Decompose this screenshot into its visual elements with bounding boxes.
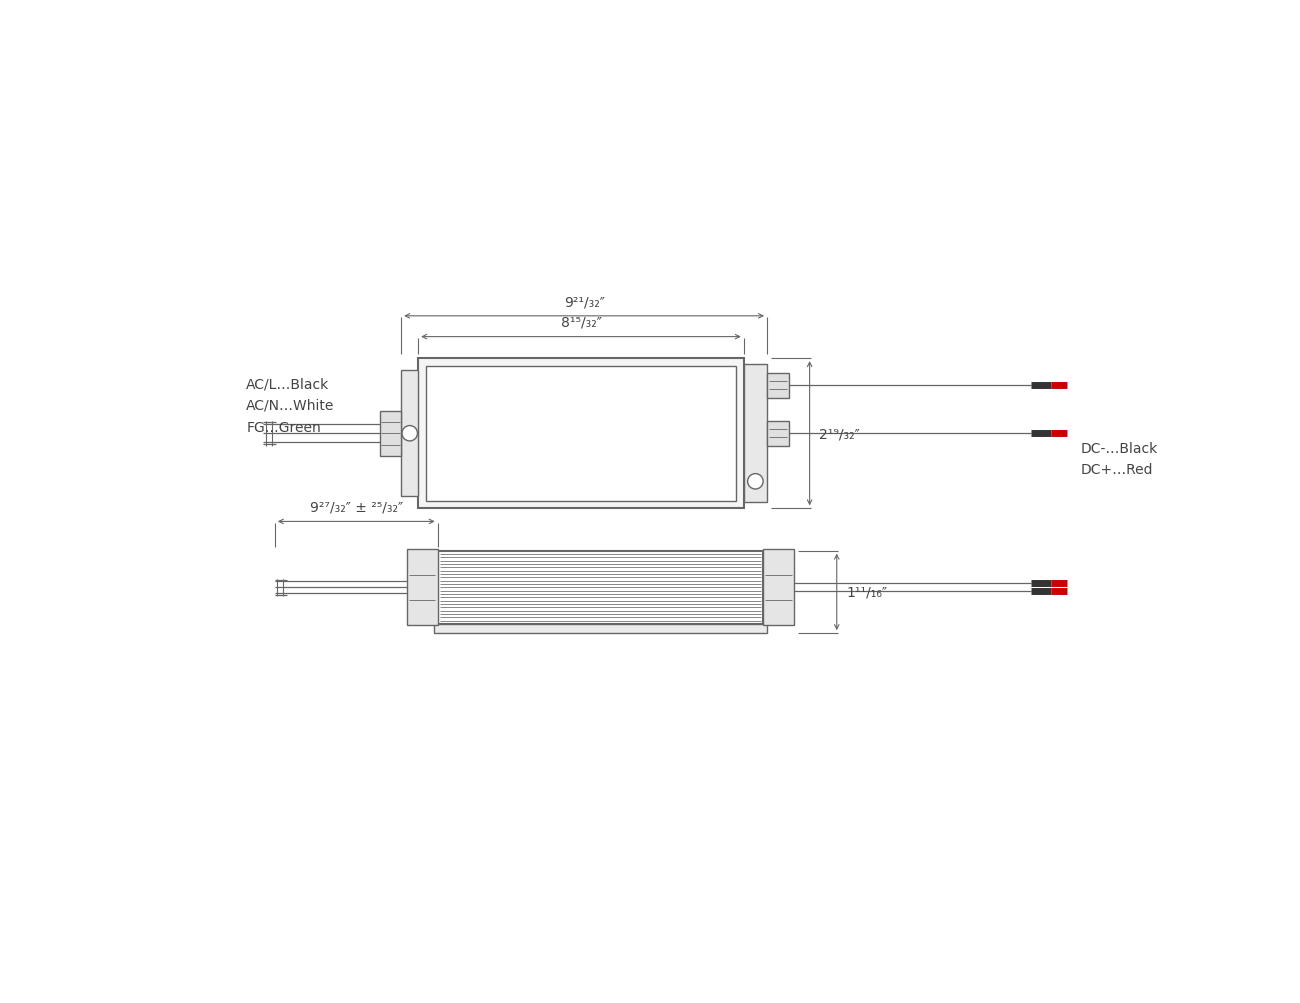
- Bar: [402, 371, 419, 496]
- Text: 8¹⁵/₃₂″: 8¹⁵/₃₂″: [560, 316, 602, 330]
- Bar: [767, 421, 789, 446]
- Bar: [438, 551, 763, 624]
- Text: 2¹⁹/₃₂″: 2¹⁹/₃₂″: [819, 427, 859, 440]
- Circle shape: [402, 426, 417, 441]
- Bar: [380, 411, 402, 456]
- Text: AC/L…Black
AC/N…White
FG…Green: AC/L…Black AC/N…White FG…Green: [246, 377, 334, 434]
- Bar: [426, 366, 736, 502]
- Circle shape: [747, 474, 763, 489]
- Bar: [407, 550, 438, 626]
- Bar: [767, 373, 789, 398]
- Text: 9²¹/₃₂″: 9²¹/₃₂″: [564, 295, 605, 309]
- Bar: [434, 624, 767, 634]
- Bar: [419, 359, 744, 509]
- Text: 1¹¹/₁₆″: 1¹¹/₁₆″: [846, 586, 887, 599]
- Bar: [744, 365, 767, 503]
- Bar: [763, 550, 794, 626]
- Text: 9²⁷/₃₂″ ± ²⁵/₃₂″: 9²⁷/₃₂″ ± ²⁵/₃₂″: [309, 500, 403, 515]
- Text: DC-…Black
DC+…Red: DC-…Black DC+…Red: [1080, 441, 1158, 477]
